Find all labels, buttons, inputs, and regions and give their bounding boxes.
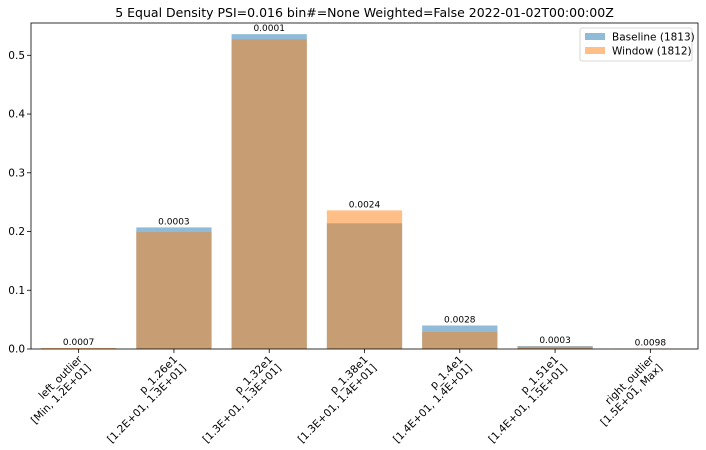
y-tick-label-5: 0.5 — [8, 50, 25, 62]
bar-window-1 — [136, 232, 212, 349]
data-label-6: 0.0098 — [635, 339, 667, 349]
y-tick-label-0: 0.0 — [8, 344, 25, 356]
x-tick-label-2: p_1.32e1[1.3E+01, 1.3E+01] — [192, 354, 284, 446]
bar-window-4 — [422, 331, 498, 349]
x-tick-label-6: right_outlier[1.5E+01, Max] — [590, 353, 665, 428]
x-tick-label-4: p_1.4e1[1.4E+01, 1.4E+01] — [383, 354, 475, 446]
data-label-4: 0.0028 — [444, 316, 476, 326]
data-labels-layer: 0.0007 0.0003 0.0001 0.0024 0.0028 0.0003 0.00… — [63, 24, 666, 349]
chart-title: 5 Equal Density PSI=0.016 bin#=None Weig… — [115, 5, 614, 20]
bars-layer — [41, 34, 688, 350]
data-label-0: 0.0007 — [63, 338, 95, 348]
y-tick-label-2: 0.2 — [8, 226, 25, 238]
bar-window-5 — [517, 346, 593, 349]
legend-swatch-1 — [585, 47, 605, 54]
bar-window-2 — [231, 39, 307, 350]
x-tick-label-0: left_outlier[Min, 1.2E+01] — [20, 353, 93, 426]
bar-window-0 — [41, 347, 117, 349]
data-label-3: 0.0024 — [349, 200, 381, 210]
x-tick-label-5: p_1.51e1[1.4E+01, 1.5E+01] — [478, 354, 570, 446]
y-tick-label-1: 0.1 — [8, 285, 25, 297]
legend-box — [579, 27, 693, 62]
y-tick-label-3: 0.3 — [8, 167, 25, 179]
bar-window-3 — [326, 210, 403, 349]
data-label-1: 0.0003 — [158, 217, 190, 227]
legend-swatch-0 — [585, 33, 605, 40]
x-tick-label-3: p_1.38e1[1.3E+01, 1.4E+01] — [287, 354, 379, 446]
y-tick-label-4: 0.4 — [8, 109, 25, 121]
legend-label-0: Baseline (1813) — [612, 32, 695, 44]
data-label-2: 0.0001 — [253, 24, 285, 34]
legend-label-1: Window (1812) — [612, 46, 692, 58]
legend: Baseline (1813) Window (1812) — [579, 27, 695, 62]
data-label-5: 0.0003 — [539, 336, 571, 346]
x-tick-label-1: p_1.26e1[1.2E+01, 1.3E+01] — [97, 354, 189, 446]
